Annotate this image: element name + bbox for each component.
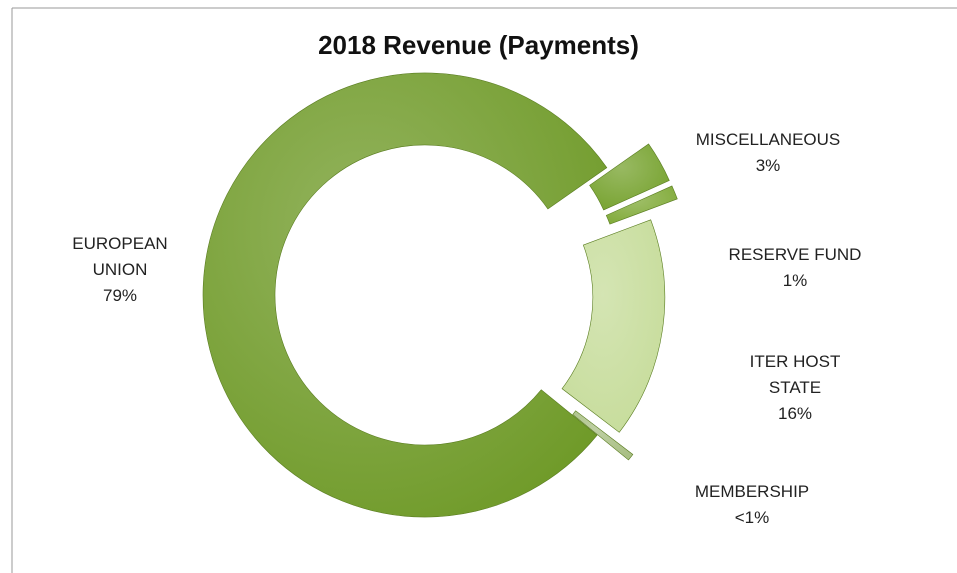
category-label: MEMBERSHIP xyxy=(694,482,810,501)
slice-label: RESERVE FUND 1% xyxy=(720,242,870,294)
value-label: 79% xyxy=(102,286,138,305)
slice xyxy=(605,185,678,225)
slice-label: MISCELLANEOUS 3% xyxy=(693,127,843,179)
slice-label: MEMBERSHIP <1% xyxy=(677,479,827,531)
category-label: ITER HOST STATE xyxy=(749,352,841,397)
category-label: MISCELLANEOUS xyxy=(695,130,841,149)
value-label: <1% xyxy=(734,508,770,527)
chart-title: 2018 Revenue (Payments) xyxy=(318,30,639,60)
slice-label: EUROPEAN UNION 79% xyxy=(65,231,175,309)
slice xyxy=(202,72,608,518)
slice xyxy=(572,410,634,461)
slice xyxy=(589,143,670,211)
value-label: 1% xyxy=(782,271,808,290)
slice-label: ITER HOST STATE 16% xyxy=(740,349,850,427)
category-label: EUROPEAN UNION xyxy=(72,234,168,279)
value-label: 16% xyxy=(777,404,813,423)
category-label: RESERVE FUND xyxy=(728,245,862,264)
value-label: 3% xyxy=(755,156,781,175)
slice xyxy=(561,219,666,433)
